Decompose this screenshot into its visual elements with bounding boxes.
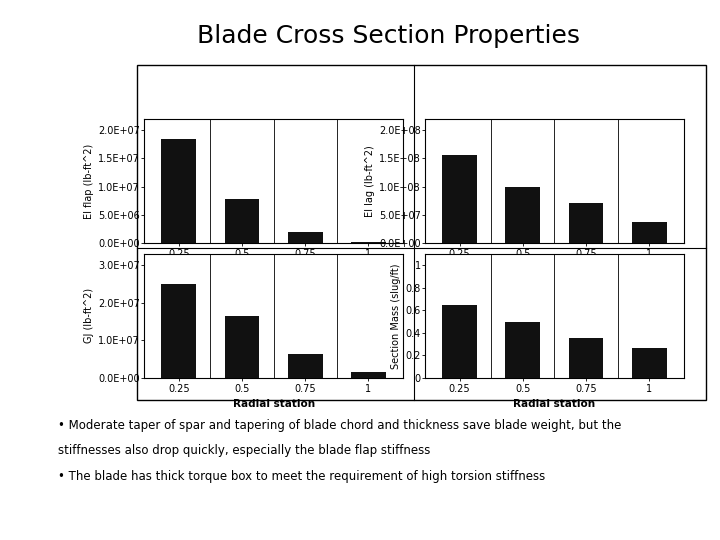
Bar: [288, 232, 323, 243]
Text: • Moderate taper of spar and tapering of blade chord and thickness save blade we: • Moderate taper of spar and tapering of…: [58, 418, 621, 431]
Y-axis label: EI lag (lb-ft^2): EI lag (lb-ft^2): [364, 145, 374, 217]
X-axis label: Radial station: Radial station: [513, 264, 595, 274]
Bar: [442, 156, 477, 243]
Bar: [225, 199, 259, 243]
Bar: [225, 316, 259, 378]
Bar: [569, 204, 603, 243]
Bar: [632, 221, 667, 243]
Bar: [161, 139, 196, 243]
Y-axis label: Section Mass (slug/ft): Section Mass (slug/ft): [391, 263, 401, 369]
X-axis label: Radial station: Radial station: [233, 264, 315, 274]
Bar: [351, 242, 386, 243]
X-axis label: Radial station: Radial station: [513, 399, 595, 409]
Bar: [505, 321, 540, 378]
X-axis label: Radial station: Radial station: [233, 399, 315, 409]
Bar: [569, 339, 603, 378]
Y-axis label: GJ (lb-ft^2): GJ (lb-ft^2): [84, 288, 94, 343]
Bar: [505, 186, 540, 243]
Text: stiffnesses also drop quickly, especially the blade flap stiffness: stiffnesses also drop quickly, especiall…: [58, 444, 430, 457]
Text: Blade Cross Section Properties: Blade Cross Section Properties: [197, 24, 580, 48]
Y-axis label: EI flap (lb-ft^2): EI flap (lb-ft^2): [84, 143, 94, 219]
Bar: [288, 354, 323, 378]
Bar: [161, 284, 196, 378]
Text: • The blade has thick torque box to meet the requirement of high torsion stiffne: • The blade has thick torque box to meet…: [58, 470, 545, 483]
Bar: [442, 305, 477, 378]
Bar: [351, 373, 386, 378]
Bar: [632, 348, 667, 378]
